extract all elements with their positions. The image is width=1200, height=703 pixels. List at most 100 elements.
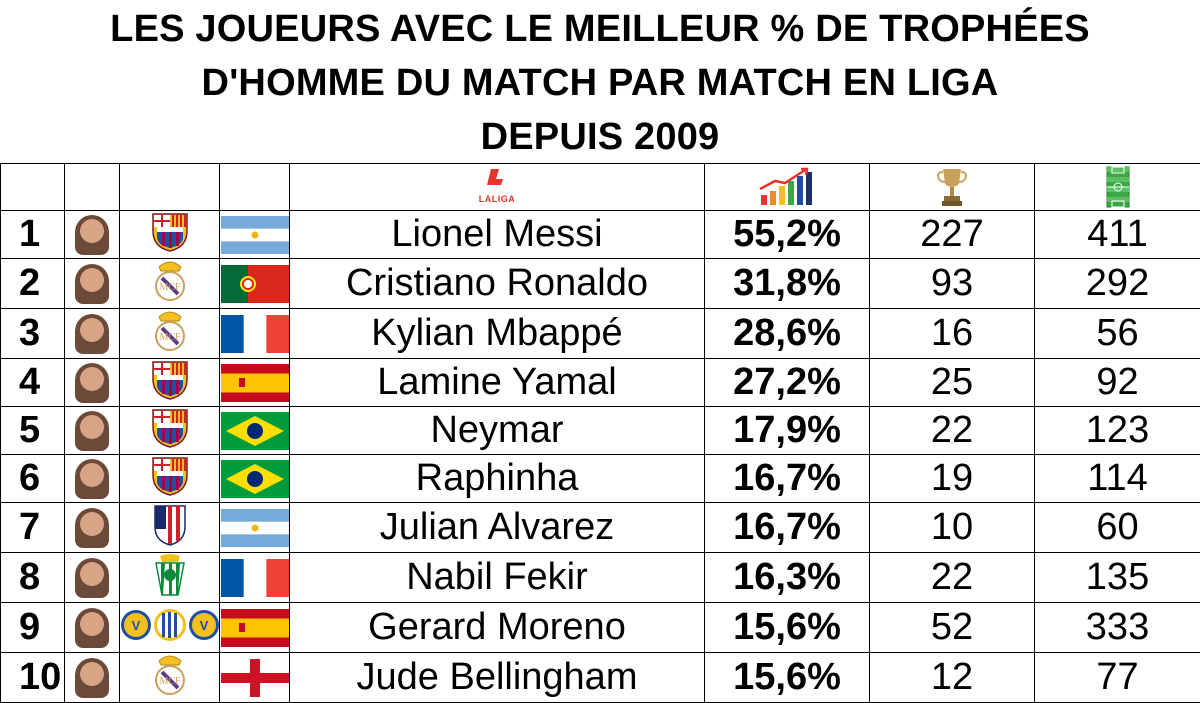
player-photo-cell [65,309,120,359]
trophies-count: 22 [870,407,1035,455]
motm-percentage: 27,2% [705,359,870,407]
rank-cell: 7 [1,503,65,553]
flag-cell [220,309,290,359]
player-name: Nabil Fekir [290,553,705,603]
svg-text:V: V [132,618,141,633]
player-photo-cell [65,553,120,603]
laliga-logo [477,167,517,189]
matches-count: 60 [1035,503,1200,553]
motm-percentage: 16,3% [705,553,870,603]
player-photo [75,264,109,304]
trophies-count: 19 [870,455,1035,503]
svg-text:MCF: MCF [159,676,181,687]
title-line-1: LES JOUEURS AVEC LE MEILLEUR % DE TROPHÉ… [0,2,1200,56]
svg-text:MCF: MCF [159,282,181,293]
player-name: Raphinha [290,455,705,503]
player-photo [75,215,109,255]
motm-percentage: 15,6% [705,603,870,653]
player-photo [75,411,109,451]
trophies-count: 227 [870,211,1035,259]
matches-count: 411 [1035,211,1200,259]
trophies-count: 52 [870,603,1035,653]
brazil-flag [221,460,289,498]
trophies-count: 93 [870,259,1035,309]
real-betis-crest [148,553,192,602]
motm-percentage: 55,2% [705,211,870,259]
flag-cell [220,359,290,407]
matches-count: 92 [1035,359,1200,407]
player-photo [75,508,109,548]
real-madrid-crest: MCF [153,653,187,702]
page-title: LES JOUEURS AVEC LE MEILLEUR % DE TROPHÉ… [0,0,1200,164]
rank-cell: 10 [1,653,65,703]
player-photo-cell [65,211,120,259]
player-name: Cristiano Ronaldo [290,259,705,309]
club-cell [120,553,220,603]
rank-cell: 5 [1,407,65,455]
trophies-count: 12 [870,653,1035,703]
fc-barcelona-crest [150,455,190,502]
player-name: Jude Bellingham [290,653,705,703]
player-photo [75,608,109,648]
player-name: Lamine Yamal [290,359,705,407]
rank-cell: 3 [1,309,65,359]
rank-cell: 2 [1,259,65,309]
matches-count: 123 [1035,407,1200,455]
player-photo-cell [65,653,120,703]
club-cell [120,359,220,407]
player-photo [75,363,109,403]
flag-cell [220,455,290,503]
player-photo-cell [65,359,120,407]
player-photo [75,314,109,354]
club-cell: MCF [120,309,220,359]
svg-text:V: V [200,618,209,633]
table-header-row: LALIGA [1,164,1200,211]
motm-percentage: 16,7% [705,455,870,503]
club-cell [120,407,220,455]
spain-flag [221,609,289,647]
player-photo-cell [65,407,120,455]
real-madrid-crest: MCF [153,309,187,358]
atletico-madrid-crest [152,503,188,552]
club-cell [120,455,220,503]
header-photo-cell [65,164,120,211]
motm-percentage: 17,9% [705,407,870,455]
spain-flag [221,364,289,402]
flag-cell [220,259,290,309]
rank-cell: 1 [1,211,65,259]
brazil-flag [221,412,289,450]
flag-cell [220,653,290,703]
trophies-count: 25 [870,359,1035,407]
club-cell: MCF [120,653,220,703]
title-line-2: D'HOMME DU MATCH PAR MATCH EN LIGA [0,56,1200,110]
ranking-table: LALIGA [0,163,1200,703]
header-laliga-cell: LALIGA [290,164,705,211]
fc-barcelona-crest [150,359,190,406]
matches-count: 135 [1035,553,1200,603]
player-photo-cell [65,455,120,503]
title-line-3: DEPUIS 2009 [0,110,1200,164]
rank-cell: 9 [1,603,65,653]
england-flag [221,659,289,697]
club-cell: MCF [120,259,220,309]
matches-count: 333 [1035,603,1200,653]
matches-count: 77 [1035,653,1200,703]
trophies-count: 22 [870,553,1035,603]
rank-cell: 8 [1,553,65,603]
header-matches-cell [1035,164,1200,211]
player-photo-cell [65,259,120,309]
player-photo-cell [65,503,120,553]
motm-percentage: 16,7% [705,503,870,553]
fc-barcelona-crest [150,211,190,258]
motm-percentage: 31,8% [705,259,870,309]
